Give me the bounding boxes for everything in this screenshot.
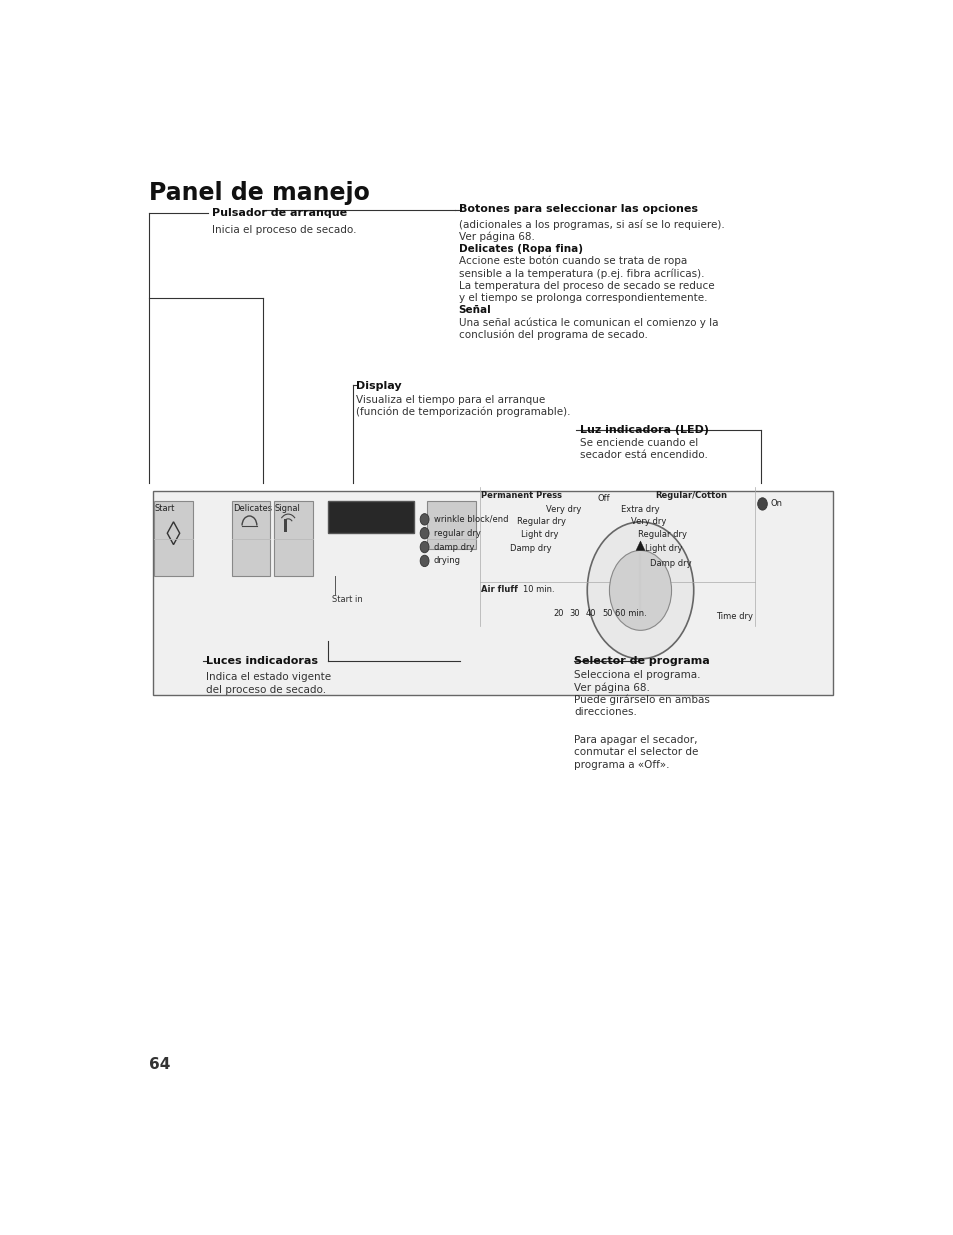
FancyBboxPatch shape <box>328 501 414 534</box>
Text: Regular/Cotton: Regular/Cotton <box>655 490 727 500</box>
Text: Damp dry: Damp dry <box>649 558 691 568</box>
Text: 64: 64 <box>149 1057 170 1072</box>
Text: Time dry: Time dry <box>716 611 753 621</box>
FancyBboxPatch shape <box>427 501 476 548</box>
Text: Pulsador de arranque: Pulsador de arranque <box>212 209 347 219</box>
Circle shape <box>419 541 429 553</box>
Text: 50: 50 <box>601 609 612 618</box>
Text: direcciones.: direcciones. <box>574 708 637 718</box>
Text: Air fluff: Air fluff <box>480 585 517 594</box>
Text: del proceso de secado.: del proceso de secado. <box>206 685 326 695</box>
Text: (adicionales a los programas, si así se lo requiere).: (adicionales a los programas, si así se … <box>458 219 723 230</box>
Text: Start: Start <box>154 504 174 513</box>
Text: drying: drying <box>434 557 460 566</box>
Text: Luces indicadoras: Luces indicadoras <box>206 656 317 667</box>
Circle shape <box>587 522 693 658</box>
Text: Para apagar el secador,: Para apagar el secador, <box>574 735 697 745</box>
FancyBboxPatch shape <box>274 501 313 576</box>
Circle shape <box>419 527 429 538</box>
Text: 10 min.: 10 min. <box>522 585 554 594</box>
Text: Ver página 68.: Ver página 68. <box>458 231 534 242</box>
Text: conclusión del programa de secado.: conclusión del programa de secado. <box>458 330 647 341</box>
Text: Regular dry: Regular dry <box>517 517 566 526</box>
Text: y el tiempo se prolonga correspondientemente.: y el tiempo se prolonga correspondientem… <box>458 293 706 303</box>
Text: programa a «Off».: programa a «Off». <box>574 760 669 769</box>
Text: Delicates (Ropa fina): Delicates (Ropa fina) <box>458 243 582 253</box>
Text: regular dry: regular dry <box>434 529 480 537</box>
Text: Very dry: Very dry <box>545 505 580 515</box>
Bar <box>283 519 287 532</box>
FancyBboxPatch shape <box>232 501 270 576</box>
Text: (función de temporización programable).: (función de temporización programable). <box>355 406 570 417</box>
Text: wrinkle block/end: wrinkle block/end <box>434 515 508 524</box>
Text: Ver página 68.: Ver página 68. <box>574 683 649 693</box>
Text: Se enciende cuando el: Se enciende cuando el <box>579 437 698 448</box>
Text: Selector de programa: Selector de programa <box>574 656 709 667</box>
Text: 30: 30 <box>569 609 579 618</box>
Text: Accione este botón cuando se trata de ropa: Accione este botón cuando se trata de ro… <box>458 256 686 267</box>
Circle shape <box>419 514 429 525</box>
Text: Puede girárselo en ambas: Puede girárselo en ambas <box>574 695 709 705</box>
Text: Selecciona el programa.: Selecciona el programa. <box>574 671 700 680</box>
Text: Botones para seleccionar las opciones: Botones para seleccionar las opciones <box>458 204 697 214</box>
Text: 40: 40 <box>584 609 595 618</box>
Circle shape <box>609 551 671 630</box>
FancyBboxPatch shape <box>152 490 832 695</box>
Text: On: On <box>769 499 781 509</box>
Text: Damp dry: Damp dry <box>510 543 551 553</box>
Text: Regular dry: Regular dry <box>638 530 687 540</box>
Text: Extra dry: Extra dry <box>620 505 659 515</box>
Text: Indica el estado vigente: Indica el estado vigente <box>206 672 331 682</box>
Text: Señal: Señal <box>458 305 491 315</box>
Polygon shape <box>636 541 644 551</box>
Text: Light dry: Light dry <box>520 530 558 540</box>
Text: Signal: Signal <box>274 504 300 513</box>
Text: 60 min.: 60 min. <box>615 609 646 618</box>
Text: Inicia el proceso de secado.: Inicia el proceso de secado. <box>212 225 356 235</box>
Text: Start in: Start in <box>332 595 363 604</box>
Text: Delicates: Delicates <box>233 504 272 513</box>
Text: |: | <box>269 504 272 513</box>
Text: sensible a la temperatura (p.ej. fibra acrílicas).: sensible a la temperatura (p.ej. fibra a… <box>458 268 703 279</box>
Text: Luz indicadora (LED): Luz indicadora (LED) <box>579 425 709 436</box>
FancyBboxPatch shape <box>154 501 193 576</box>
Text: Off: Off <box>597 494 609 503</box>
Text: Display: Display <box>355 380 401 390</box>
Circle shape <box>757 498 766 510</box>
Circle shape <box>419 556 429 567</box>
Text: La temperatura del proceso de secado se reduce: La temperatura del proceso de secado se … <box>458 280 714 290</box>
Text: Una señal acústica le comunican el comienzo y la: Una señal acústica le comunican el comie… <box>458 317 718 329</box>
Text: Visualiza el tiempo para el arranque: Visualiza el tiempo para el arranque <box>355 395 544 405</box>
Text: Light dry: Light dry <box>644 543 681 553</box>
Text: damp dry: damp dry <box>434 542 474 552</box>
Text: secador está encendido.: secador está encendido. <box>579 450 707 461</box>
Text: conmutar el selector de: conmutar el selector de <box>574 747 698 757</box>
Text: Panel de manejo: Panel de manejo <box>149 180 369 205</box>
Text: Very dry: Very dry <box>630 517 665 526</box>
Text: Permanent Press: Permanent Press <box>480 490 561 500</box>
Text: 20: 20 <box>553 609 563 618</box>
